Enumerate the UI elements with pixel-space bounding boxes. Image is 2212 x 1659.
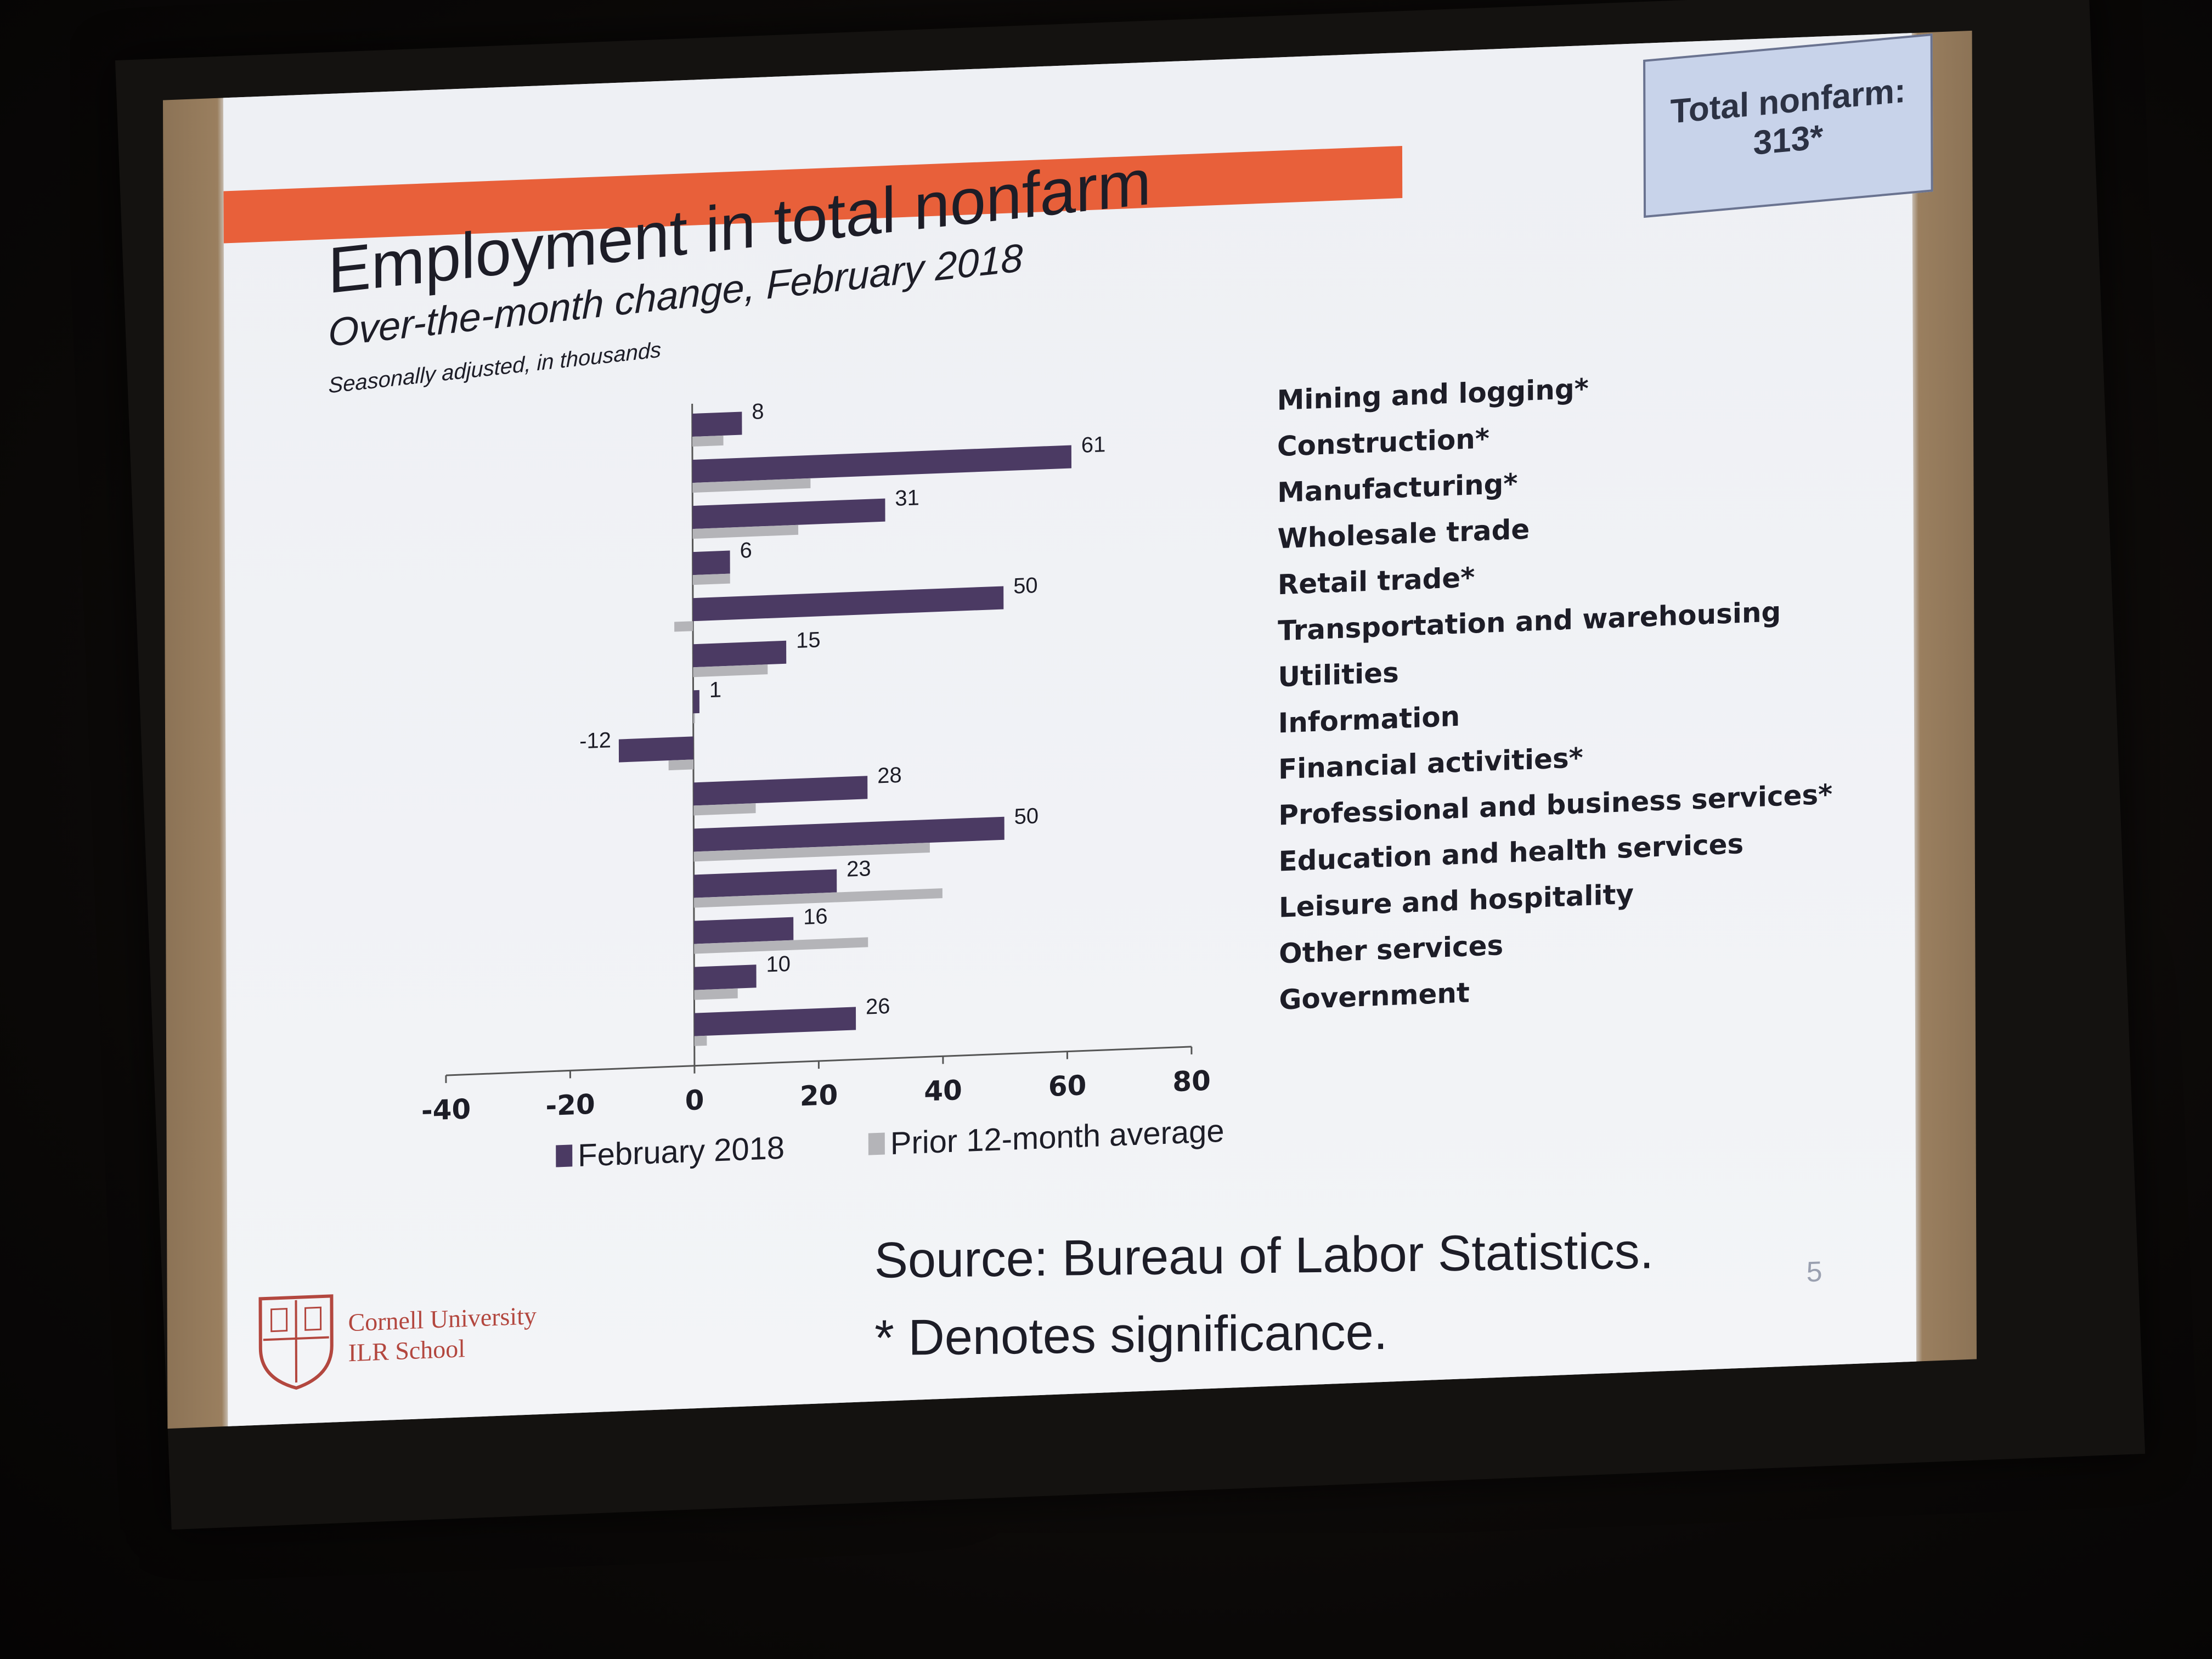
category-label-4: Retail trade* <box>1278 561 1475 601</box>
chart-plot-area: 8 Mining and logging*61 Construction*31 Man… <box>421 373 1832 1173</box>
bar-feb-11 <box>693 917 794 944</box>
data-label-1: 61 <box>1081 432 1106 458</box>
legend-swatch-feb <box>556 1144 573 1167</box>
bar-avg-3 <box>692 573 730 585</box>
data-label-4: 50 <box>1013 573 1038 599</box>
bar-avg-0 <box>692 435 724 447</box>
x-tick-label-2: 0 <box>685 1084 704 1116</box>
projected-slide: Employment in total nonfarm Over-the-mon… <box>162 30 1977 1429</box>
bar-avg-10 <box>693 888 943 908</box>
category-label-8: Financial activities* <box>1278 742 1583 785</box>
slide-number: 5 <box>1806 1256 1822 1289</box>
data-label-11: 16 <box>803 904 828 929</box>
x-tick-label-4: 40 <box>924 1074 962 1108</box>
bar-avg-9 <box>693 842 930 862</box>
bar-feb-13 <box>694 1007 856 1036</box>
bar-feb-12 <box>694 964 757 990</box>
legend-swatch-avg <box>868 1132 885 1155</box>
x-tick-label-0: -40 <box>421 1093 471 1126</box>
total-nonfarm-box: Total nonfarm: 313* <box>1643 33 1933 218</box>
bar-feb-0 <box>692 411 742 437</box>
bar-avg-13 <box>694 1035 707 1046</box>
logo-school-text: ILR School <box>348 1334 465 1367</box>
zero-axis-line <box>691 403 696 1066</box>
bar-feb-6 <box>693 690 699 714</box>
data-label-13: 26 <box>866 994 890 1019</box>
slide-wrapper: Employment in total nonfarm Over-the-mon… <box>162 30 1977 1429</box>
x-tick-label-5: 60 <box>1048 1069 1087 1103</box>
bar-avg-2 <box>692 524 799 539</box>
category-label-2: Manufacturing* <box>1277 467 1517 509</box>
bar-feb-9 <box>693 816 1005 852</box>
cornell-ilr-logo: Cornell University ILR School <box>258 1294 537 1390</box>
legend-label-feb: February 2018 <box>578 1130 785 1173</box>
bar-avg-11 <box>694 937 868 954</box>
category-label-3: Wholesale trade <box>1277 514 1530 555</box>
data-label-0: 8 <box>752 399 764 424</box>
category-label-0: Mining and logging* <box>1277 373 1589 416</box>
category-label-11: Leisure and hospitality <box>1279 878 1634 924</box>
bar-feb-4 <box>692 586 1004 622</box>
bar-avg-6 <box>693 713 695 724</box>
data-label-5: 15 <box>796 628 821 653</box>
x-tick-label-3: 20 <box>800 1079 838 1113</box>
slide-content: Employment in total nonfarm Over-the-mon… <box>223 33 1933 1426</box>
category-label-10: Education and health services <box>1279 828 1744 878</box>
bar-chart: 8 Mining and logging*61 Construction*31 Man… <box>421 373 1832 1173</box>
shield-icon <box>258 1294 334 1390</box>
category-label-13: Government <box>1279 977 1469 1015</box>
bar-feb-7 <box>618 736 693 763</box>
bar-feb-5 <box>693 640 787 668</box>
legend-label-avg: Prior 12-month average <box>890 1113 1224 1161</box>
x-tick-label-6: 80 <box>1172 1065 1211 1098</box>
category-label-6: Utilities <box>1278 657 1399 693</box>
category-label-7: Information <box>1278 701 1460 740</box>
bar-feb-10 <box>693 869 837 898</box>
data-label-3: 6 <box>740 538 752 563</box>
significance-note: * Denotes significance. <box>874 1304 1388 1367</box>
x-tick-label-1: -20 <box>545 1088 595 1122</box>
logo-university-text: Cornell University <box>348 1301 537 1336</box>
data-label-7: -12 <box>579 728 611 753</box>
bar-avg-7 <box>668 759 694 771</box>
bar-feb-8 <box>693 776 868 806</box>
bar-feb-1 <box>692 445 1072 483</box>
bar-feb-2 <box>692 498 885 529</box>
category-label-5: Transportation and warehousing <box>1278 596 1781 647</box>
bar-avg-5 <box>693 664 768 678</box>
bar-avg-12 <box>694 988 738 1000</box>
bar-feb-3 <box>692 550 730 575</box>
data-label-8: 28 <box>877 763 902 788</box>
category-label-1: Construction* <box>1277 422 1489 462</box>
data-label-12: 10 <box>766 952 791 977</box>
source-text: Source: Bureau of Labor Statistics. <box>874 1223 1654 1289</box>
data-label-6: 1 <box>709 678 721 702</box>
category-label-12: Other services <box>1279 929 1503 970</box>
data-label-2: 31 <box>895 486 919 511</box>
data-label-10: 23 <box>847 856 871 882</box>
category-label-9: Professional and business services* <box>1278 778 1832 832</box>
bar-avg-8 <box>693 803 756 816</box>
data-label-9: 50 <box>1014 804 1039 829</box>
bar-avg-1 <box>692 478 811 493</box>
bar-avg-4 <box>674 621 693 632</box>
